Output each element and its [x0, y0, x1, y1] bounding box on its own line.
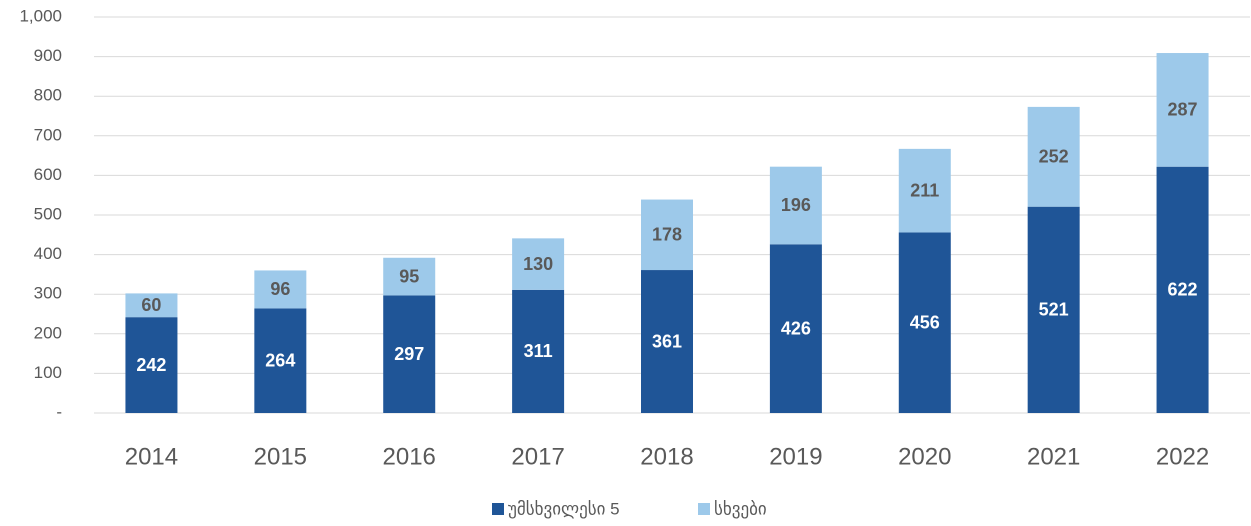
bar-segment — [641, 270, 693, 413]
legend-label: უმსხვილესი 5 — [508, 499, 620, 518]
x-tick-label: 2015 — [254, 443, 307, 470]
data-label: 95 — [399, 266, 419, 286]
y-tick-label: 100 — [34, 363, 62, 382]
data-label: 456 — [910, 312, 940, 332]
y-tick-label: 900 — [34, 46, 62, 65]
x-tick-label: 2016 — [383, 443, 436, 470]
data-label: 297 — [394, 344, 424, 364]
legend-swatch — [698, 503, 710, 515]
y-tick-label: 400 — [34, 244, 62, 263]
x-tick-label: 2014 — [125, 443, 178, 470]
bar-segment — [769, 244, 822, 413]
data-label: 130 — [523, 254, 553, 274]
data-label: 196 — [781, 195, 811, 215]
x-tick-label: 2019 — [769, 443, 822, 470]
x-tick-label: 2017 — [511, 443, 564, 470]
y-tick-label: - — [56, 402, 62, 421]
y-tick-label: 300 — [34, 284, 62, 303]
y-tick-label: 700 — [34, 125, 62, 144]
bar-segment — [1156, 53, 1209, 167]
data-label: 60 — [141, 295, 161, 315]
data-label: 426 — [781, 318, 811, 338]
data-label: 287 — [1168, 100, 1198, 120]
bar-segment — [1027, 206, 1080, 413]
data-label: 311 — [524, 341, 553, 361]
bar-segment — [125, 317, 178, 413]
x-tick-label: 2022 — [1156, 443, 1209, 470]
bar-segment — [383, 257, 436, 296]
bar-segment — [512, 238, 565, 290]
x-tick-label: 2020 — [898, 443, 951, 470]
bar-segment — [898, 148, 951, 233]
data-label: 521 — [1039, 300, 1069, 320]
legend-label: სხვები — [714, 499, 767, 518]
bar-segment — [1027, 106, 1080, 207]
data-label: 211 — [910, 180, 939, 200]
bar-segment — [254, 270, 307, 309]
legend-swatch — [492, 503, 504, 515]
bar-segment — [641, 199, 693, 271]
bar-segment — [1156, 166, 1209, 413]
bar-segment — [769, 166, 822, 245]
data-label: 622 — [1168, 280, 1198, 300]
data-label: 242 — [136, 355, 166, 375]
data-label: 252 — [1039, 147, 1069, 167]
y-tick-label: 600 — [34, 165, 62, 184]
bar-segment — [512, 289, 565, 413]
y-tick-label: 500 — [34, 204, 62, 223]
bar-segment — [898, 232, 951, 413]
y-tick-label: 800 — [34, 86, 62, 105]
x-tick-label: 2021 — [1027, 443, 1080, 470]
bar-segment — [254, 308, 307, 413]
bar-segment — [383, 295, 436, 413]
data-label: 264 — [265, 350, 295, 370]
y-tick-label: 1,000 — [19, 6, 62, 25]
bar-segment — [125, 293, 178, 318]
data-label: 96 — [270, 279, 290, 299]
y-tick-label: 200 — [34, 323, 62, 342]
x-tick-label: 2018 — [640, 443, 693, 470]
data-label: 178 — [652, 225, 682, 245]
data-label: 361 — [652, 331, 682, 351]
